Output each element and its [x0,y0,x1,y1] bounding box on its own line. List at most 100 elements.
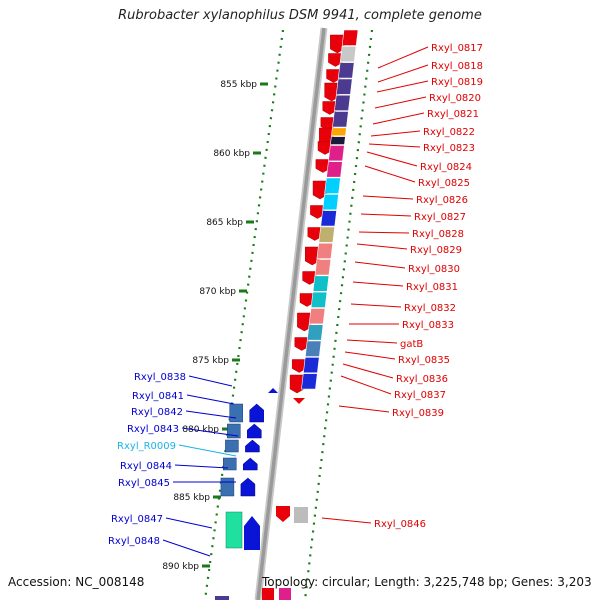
forward-gene-arrow [293,398,305,404]
gene-leader-line [162,539,211,557]
forward-gene-arrow [291,359,307,373]
gene-block [339,45,357,63]
gene-leader-line [344,351,396,360]
scale-label: 865 kbp [206,218,243,228]
gene-label-rxyl_0818: Rxyl_0818 [431,61,483,72]
reverse-gene-block [220,477,235,497]
gene-block [314,259,332,276]
gene-label-rxyl_0823: Rxyl_0823 [423,143,475,154]
gene-label-rxyl_0821: Rxyl_0821 [427,109,479,120]
gene-block [304,340,322,357]
gene-block [306,324,324,341]
forward-gene-arrow [330,34,345,54]
gene-block [332,111,349,128]
scale-label: 875 kbp [192,356,229,366]
gene-label-rxyl_r0009: Rxyl_R0009 [117,441,176,452]
gene-label-rxyl_0820: Rxyl_0820 [429,93,481,104]
gene-block [279,588,291,600]
gene-block [326,161,343,178]
gene-label-rxyl_0846: Rxyl_0846 [374,519,426,530]
gene-block [262,588,274,600]
forward-gene-arrow [315,159,331,173]
gene-block [294,507,308,523]
gene-label-rxyl_0835: Rxyl_0835 [398,355,450,366]
reverse-gene-arrow [244,516,260,550]
gene-label-rxyl_0829: Rxyl_0829 [410,245,462,256]
gene-leader-line [374,96,427,109]
gene-leader-line [346,339,398,344]
gene-leader-line [377,46,429,69]
gene-label-rxyl_0822: Rxyl_0822 [423,127,475,138]
gene-block [308,308,326,325]
gene-block [324,177,341,194]
gene-label-rxyl_0844: Rxyl_0844 [120,461,172,472]
gene-leader-line [364,165,416,183]
gene-label-rxyl_0838: Rxyl_0838 [134,372,186,383]
reverse-gene-arrow [247,423,262,439]
gene-leader-line [350,303,402,308]
forward-gene-arrow [289,374,305,394]
forward-gene-arrow [317,141,333,155]
gene-block [303,356,320,374]
topology-label: Topology: circular; Length: 3,225,748 bp… [262,575,592,589]
gene-leader-line [181,427,239,437]
reverse-gene-block [225,439,239,453]
gene-label-rxyl_0828: Rxyl_0828 [412,229,464,240]
gene-block [312,275,330,292]
scale-label: 880 kbp [182,425,219,435]
gene-block [322,194,339,211]
gene-block [320,210,337,227]
reverse-gene-block [223,457,237,471]
gene-label-rxyl_0839: Rxyl_0839 [392,408,444,419]
gene-leader-line [342,363,394,379]
gene-leader-line [354,261,406,269]
reverse-gene-arrow [245,439,260,453]
forward-gene-arrow [312,180,328,200]
forward-gene-arrow [304,246,320,266]
accession-label: Accession: NC_008148 [8,575,145,589]
gene-block [330,136,346,145]
gene-leader-line [185,410,237,419]
gene-leader-line [368,143,421,148]
gene-leader-line [370,130,421,137]
gene-block [328,145,345,162]
gene-block [334,94,351,111]
gene-label-rxyl_0825: Rxyl_0825 [418,178,470,189]
gene-label-rxyl_0843: Rxyl_0843 [127,424,179,435]
gene-leader-line [186,394,235,405]
gene-label-rxyl_0831: Rxyl_0831 [406,282,458,293]
gene-label-rxyl_0819: Rxyl_0819 [431,77,483,88]
gene-leader-line [372,112,425,125]
gene-leader-line [377,64,429,83]
gene-leader-line [178,444,237,457]
gene-leader-line [366,151,418,167]
reverse-gene-arrow [249,403,264,423]
gene-label-rxyl_0845: Rxyl_0845 [118,478,170,489]
gene-label-rxyl_0833: Rxyl_0833 [402,320,454,331]
forward-gene-arrow [299,293,315,307]
forward-gene-arrow [324,82,339,102]
forward-gene-arrow [276,506,290,522]
gene-block [341,29,359,46]
scale-label: 870 kbp [199,287,236,297]
genome-title: Rubrobacter xylanophilus DSM 9941, compl… [118,8,482,23]
gene-label-rxyl_0842: Rxyl_0842 [131,407,183,418]
backbone-strand [256,27,326,600]
forward-gene-arrow [307,227,323,241]
gene-label-rxyl_0847: Rxyl_0847 [111,514,163,525]
gene-leader-line [352,281,404,287]
gene-leader-line [376,80,429,93]
scale-label: 885 kbp [173,493,210,503]
gene-leader-line [174,464,229,469]
gene-leader-line [362,195,414,200]
gene-label-rxyl_0836: Rxyl_0836 [396,374,448,385]
gene-label-rxyl_0848: Rxyl_0848 [108,536,160,547]
forward-gene-arrow [322,101,338,115]
gene-leader-line [188,375,233,387]
gene-block [336,78,353,95]
gene-block [215,596,229,600]
gene-leader-line [356,243,408,250]
forward-gene-arrow [326,69,341,83]
gene-leader-line [338,405,390,413]
